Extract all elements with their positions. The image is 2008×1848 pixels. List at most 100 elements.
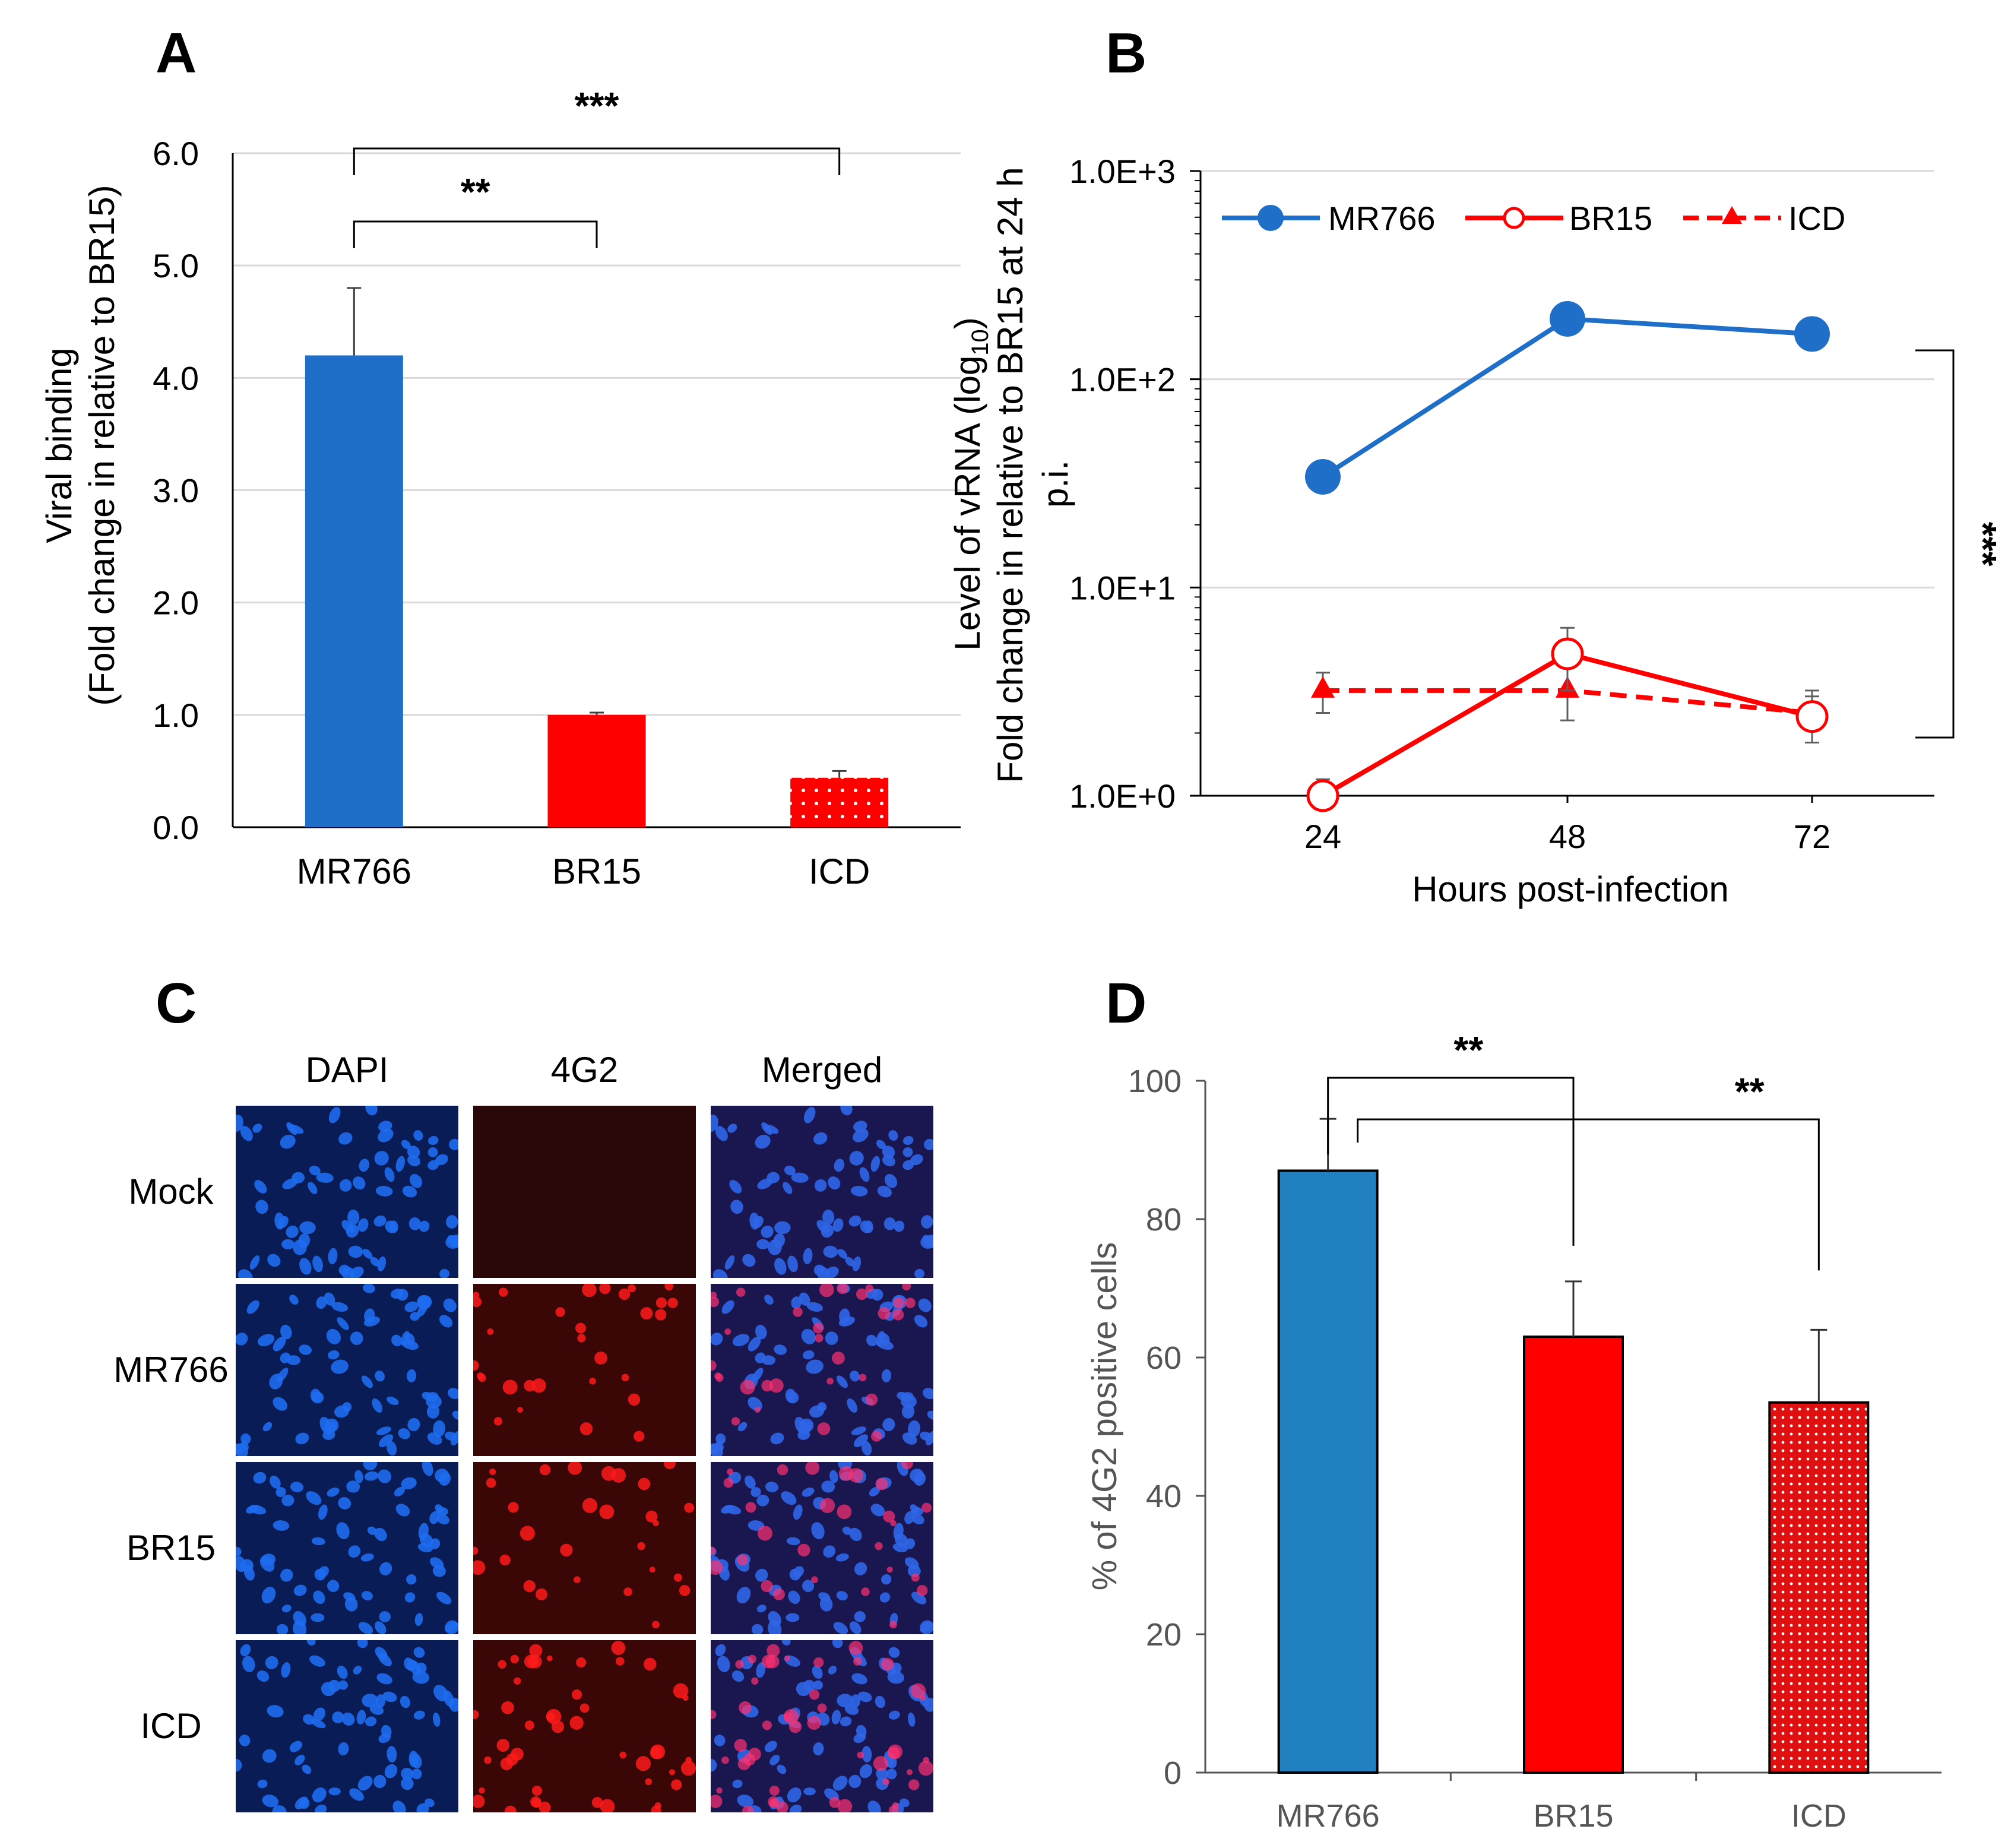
nucleus bbox=[337, 1317, 349, 1330]
nucleus bbox=[376, 1426, 391, 1435]
viral-signal bbox=[498, 1660, 506, 1669]
nucleus bbox=[324, 1292, 335, 1306]
nucleus bbox=[781, 1491, 797, 1505]
nucleus bbox=[306, 1491, 322, 1505]
viral-signal bbox=[813, 1657, 824, 1668]
nucleus bbox=[781, 1640, 791, 1646]
nucleus bbox=[256, 1670, 270, 1682]
viral-signal bbox=[523, 1580, 536, 1593]
viral-signal bbox=[531, 1798, 541, 1808]
nucleus bbox=[281, 1239, 294, 1249]
nucleus bbox=[375, 1371, 385, 1382]
nucleus bbox=[736, 1587, 751, 1604]
viral-signal bbox=[601, 1466, 616, 1481]
panel-d-y-tick-label: 80 bbox=[1146, 1202, 1182, 1238]
nucleus bbox=[242, 1656, 255, 1672]
viral-signal bbox=[856, 1288, 868, 1300]
viral-signal bbox=[484, 1756, 492, 1764]
viral-signal bbox=[769, 1785, 780, 1796]
viral-signal bbox=[600, 1799, 615, 1812]
nucleus bbox=[327, 1350, 340, 1360]
nucleus bbox=[867, 1800, 881, 1812]
viral-signal bbox=[711, 1560, 723, 1575]
viral-signal bbox=[837, 1799, 853, 1812]
nucleus bbox=[401, 1477, 417, 1490]
micrograph-background bbox=[711, 1106, 933, 1278]
nucleus bbox=[849, 1527, 862, 1542]
panel-b-y-title-part2: ) bbox=[948, 317, 987, 329]
nucleus bbox=[448, 1388, 458, 1400]
nucleus bbox=[349, 1788, 364, 1801]
viral-signal bbox=[721, 1756, 729, 1764]
nucleus bbox=[246, 1300, 259, 1314]
nucleus bbox=[413, 1647, 425, 1658]
viral-signal bbox=[650, 1744, 666, 1760]
nucleus bbox=[849, 1151, 864, 1166]
nucleus bbox=[859, 1764, 873, 1779]
nucleus bbox=[240, 1644, 251, 1657]
viral-signal bbox=[671, 1779, 682, 1790]
nucleus bbox=[357, 1640, 368, 1648]
micrograph-mr766-dapi bbox=[236, 1284, 458, 1456]
viral-signal bbox=[893, 1297, 905, 1309]
nucleus bbox=[791, 1296, 802, 1309]
viral-signal bbox=[576, 1657, 587, 1668]
nucleus bbox=[309, 1165, 321, 1176]
nucleus bbox=[851, 1426, 866, 1435]
nucleus bbox=[769, 1755, 780, 1765]
micrograph-icd-merged bbox=[711, 1640, 933, 1812]
nucleus bbox=[346, 1480, 360, 1493]
panel-b-significance-bracket bbox=[1915, 349, 1955, 739]
nucleus bbox=[799, 1422, 812, 1435]
nucleus bbox=[338, 1264, 350, 1276]
panel-b-series-br15 bbox=[1306, 626, 1829, 812]
viral-signal bbox=[918, 1761, 933, 1776]
nucleus bbox=[289, 1295, 299, 1305]
viral-signal bbox=[499, 1554, 511, 1566]
nucleus bbox=[751, 1624, 764, 1634]
panel-c-microscopy: DAPI 4G2 Merged Mock MR766 BR15 ICD bbox=[113, 1050, 933, 1812]
nucleus bbox=[407, 1417, 420, 1432]
micrograph-mr766-4g2 bbox=[473, 1284, 696, 1456]
panel-b-y-axis-title-line2: Fold change in relative to BR15 at 24 h bbox=[990, 167, 1030, 783]
nucleus bbox=[730, 1200, 743, 1214]
panel-b-significance-label: *** bbox=[1962, 522, 2004, 567]
viral-signal bbox=[589, 1377, 596, 1385]
nucleus bbox=[387, 1441, 397, 1456]
nucleus bbox=[378, 1469, 392, 1483]
nucleus bbox=[349, 1266, 364, 1278]
nucleus bbox=[294, 1796, 308, 1809]
nucleus bbox=[756, 1605, 767, 1613]
nucleus bbox=[901, 1394, 917, 1409]
viral-signal bbox=[517, 1407, 523, 1413]
nucleus bbox=[447, 1235, 458, 1248]
panel-d-y-tick-label: 20 bbox=[1146, 1617, 1182, 1653]
nucleus bbox=[832, 1776, 848, 1791]
nucleus bbox=[774, 1344, 787, 1355]
nucleus bbox=[870, 1156, 880, 1172]
nucleus bbox=[382, 1691, 397, 1703]
viral-signal bbox=[652, 1621, 660, 1629]
viral-signal bbox=[908, 1779, 920, 1790]
nucleus bbox=[379, 1562, 392, 1575]
micrograph-mock-4g2 bbox=[473, 1106, 696, 1278]
nucleus bbox=[832, 1640, 843, 1648]
nucleus bbox=[883, 1217, 896, 1230]
viral-signal bbox=[680, 1761, 696, 1776]
nucleus bbox=[404, 1301, 419, 1312]
viral-signal bbox=[655, 1297, 667, 1309]
viral-signal bbox=[765, 1654, 780, 1669]
viral-signal bbox=[817, 1422, 831, 1435]
nucleus bbox=[879, 1333, 890, 1346]
viral-signal bbox=[667, 1298, 678, 1308]
nucleus bbox=[379, 1611, 391, 1622]
micrograph-content bbox=[473, 1284, 678, 1442]
panel-b-point-br15-24 bbox=[1306, 779, 1339, 812]
panel-b-point-br15-48 bbox=[1551, 637, 1584, 670]
nucleus bbox=[404, 1592, 416, 1603]
nucleus bbox=[901, 1404, 915, 1419]
viral-signal bbox=[797, 1543, 810, 1557]
micrograph-content bbox=[473, 1641, 696, 1812]
nucleus bbox=[324, 1422, 337, 1435]
viral-signal bbox=[473, 1296, 482, 1308]
